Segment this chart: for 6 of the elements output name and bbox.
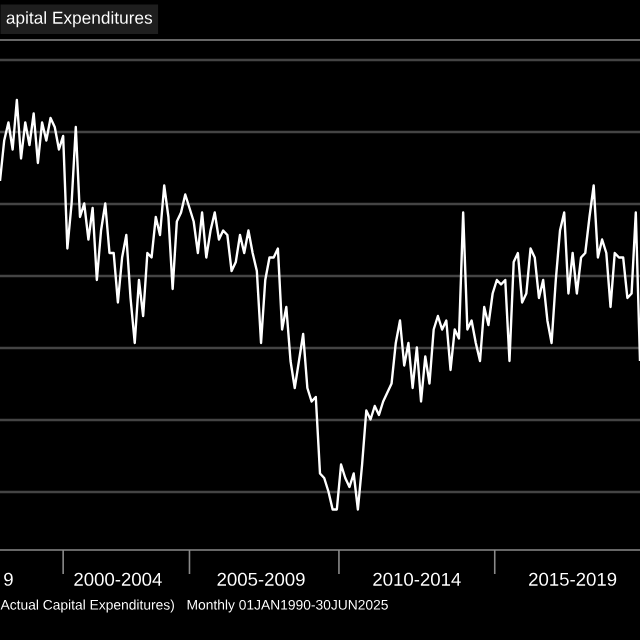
chart-title: apital Expenditures <box>6 11 153 28</box>
x-tick-label: 2010-2014 <box>373 572 461 586</box>
x-tick-label: 2015-2019 <box>529 572 617 586</box>
x-tick-label: 2000-2004 <box>74 572 162 586</box>
x-tick-label: 2005-2009 <box>217 572 305 586</box>
x-tick-label: 9 <box>4 572 13 586</box>
